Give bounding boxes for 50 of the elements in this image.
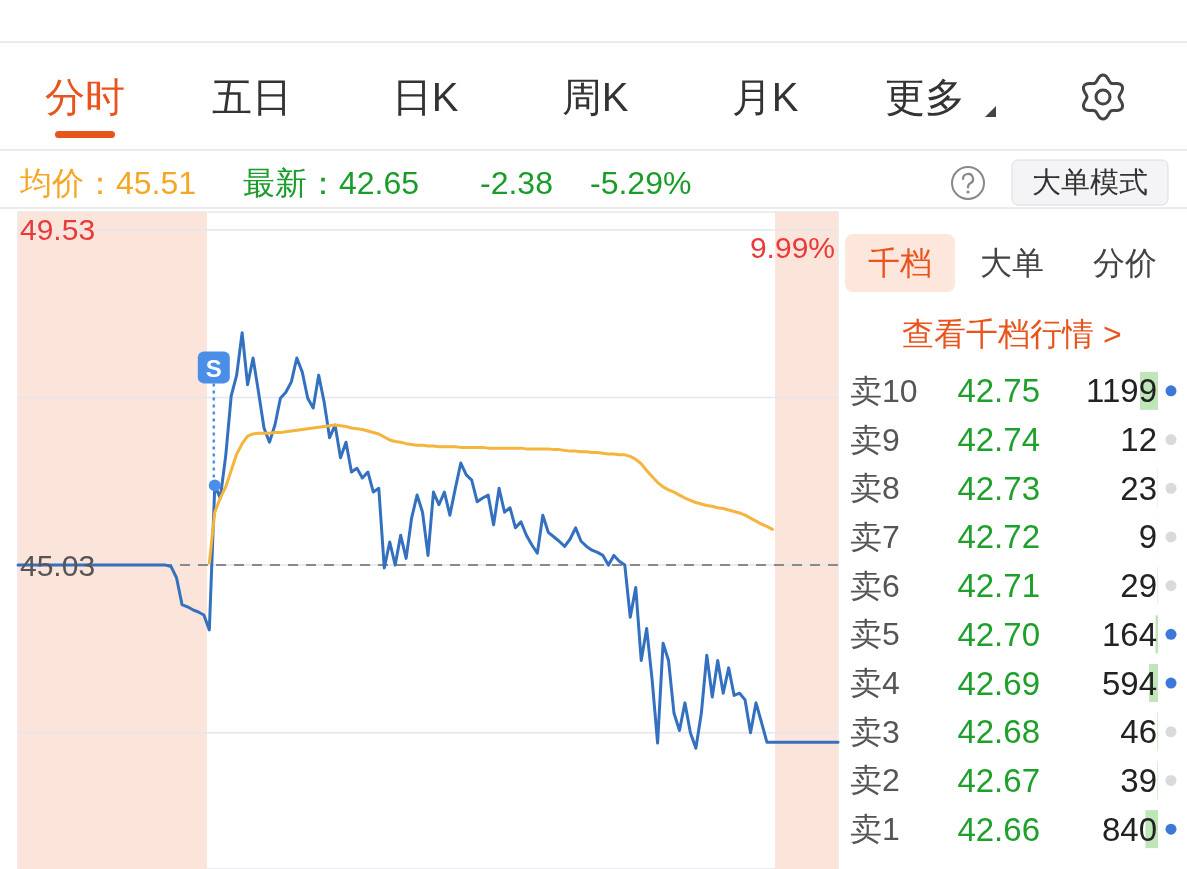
y-tick-label: 卖10 [850, 372, 918, 409]
text: 大单模式 [1032, 166, 1148, 198]
text: 月K [731, 75, 799, 119]
y2-tick-label: 42.72 [957, 518, 1040, 556]
y-tick-label: 卖2 [850, 762, 900, 799]
y-tick-label: 卖7 [850, 518, 900, 555]
text: 分时 [45, 75, 125, 119]
y2-tick-label: 42.70 [957, 615, 1040, 653]
y-tick-label: 卖1 [850, 811, 900, 848]
line-series [16, 331, 840, 750]
data-label: 29 [1120, 567, 1157, 605]
text: 分价 [1093, 245, 1157, 281]
y-tick-label: 卖4 [850, 665, 900, 702]
annotation: S [205, 354, 222, 382]
y-tick-label: 卖5 [850, 616, 900, 653]
text: 大单 [980, 245, 1044, 281]
y2-tick-label: 42.69 [957, 664, 1040, 702]
text: -2.38 [480, 165, 553, 201]
data-label: 23 [1120, 469, 1157, 507]
data-label: 164 [1101, 615, 1157, 653]
text: 千档 [868, 245, 932, 281]
data-label: 594 [1101, 664, 1157, 702]
data-label: 12 [1120, 421, 1157, 459]
y2-tick-label: 42.73 [957, 469, 1040, 507]
line-series [207, 423, 774, 565]
text: 五日 [212, 75, 292, 119]
y-tick-label: 卖3 [850, 713, 900, 750]
data-label: 1199 [1086, 372, 1157, 410]
y-tick-label: 卖9 [850, 421, 900, 458]
y-tick-label: 卖6 [850, 567, 900, 604]
annotation: 9.99% [749, 230, 835, 264]
text: 周K [561, 75, 629, 119]
y2-tick-label: 42.68 [957, 713, 1040, 751]
text: 均价：45.51 [19, 165, 197, 201]
y-tick-label: 卖8 [850, 470, 900, 507]
text: 更多 [885, 75, 965, 119]
data-label: 9 [1138, 518, 1157, 556]
text: -5.29% [590, 165, 692, 201]
y2-tick-label: 42.67 [957, 761, 1040, 799]
data-label: 39 [1120, 761, 1157, 799]
text: 查看千档行情 > [902, 316, 1122, 352]
y2-tick-label: 42.66 [957, 810, 1040, 848]
y2-tick-label: 42.75 [957, 372, 1040, 410]
text: 日K [391, 75, 459, 119]
data-label: 840 [1101, 810, 1157, 848]
data-label: 46 [1120, 713, 1157, 751]
text: 最新：42.65 [243, 165, 420, 201]
y2-tick-label: 42.71 [957, 567, 1040, 605]
y2-tick-label: 42.74 [957, 421, 1040, 459]
y-tick-label: 49.53 [20, 213, 96, 247]
